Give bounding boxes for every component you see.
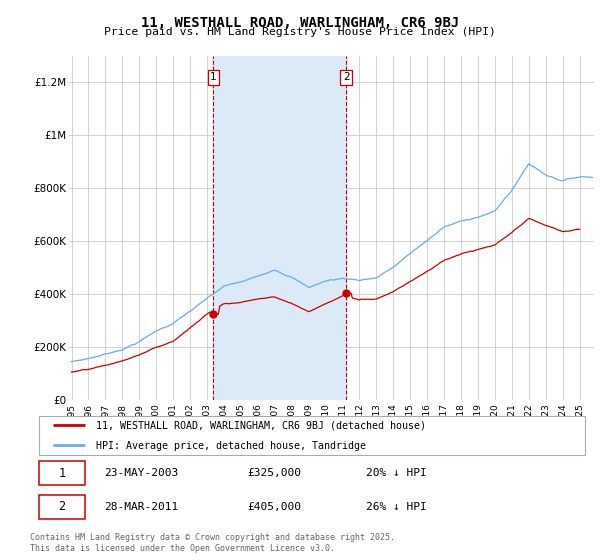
- Text: 11, WESTHALL ROAD, WARLINGHAM, CR6 9BJ (detached house): 11, WESTHALL ROAD, WARLINGHAM, CR6 9BJ (…: [96, 421, 426, 431]
- Text: 20% ↓ HPI: 20% ↓ HPI: [366, 468, 427, 478]
- FancyBboxPatch shape: [40, 416, 585, 455]
- Text: 2: 2: [343, 72, 350, 82]
- Text: 26% ↓ HPI: 26% ↓ HPI: [366, 502, 427, 512]
- Text: 28-MAR-2011: 28-MAR-2011: [104, 502, 178, 512]
- Text: 11, WESTHALL ROAD, WARLINGHAM, CR6 9BJ: 11, WESTHALL ROAD, WARLINGHAM, CR6 9BJ: [141, 16, 459, 30]
- Text: £405,000: £405,000: [247, 502, 301, 512]
- Text: 2: 2: [58, 500, 65, 514]
- FancyBboxPatch shape: [40, 461, 85, 485]
- FancyBboxPatch shape: [40, 495, 85, 519]
- Text: 23-MAY-2003: 23-MAY-2003: [104, 468, 178, 478]
- Text: HPI: Average price, detached house, Tandridge: HPI: Average price, detached house, Tand…: [96, 441, 366, 451]
- Text: Price paid vs. HM Land Registry's House Price Index (HPI): Price paid vs. HM Land Registry's House …: [104, 27, 496, 37]
- Text: £325,000: £325,000: [247, 468, 301, 478]
- Bar: [214, 56, 346, 400]
- Text: 1: 1: [58, 466, 65, 480]
- Text: 1: 1: [210, 72, 217, 82]
- Text: Contains HM Land Registry data © Crown copyright and database right 2025.
This d: Contains HM Land Registry data © Crown c…: [30, 533, 395, 553]
